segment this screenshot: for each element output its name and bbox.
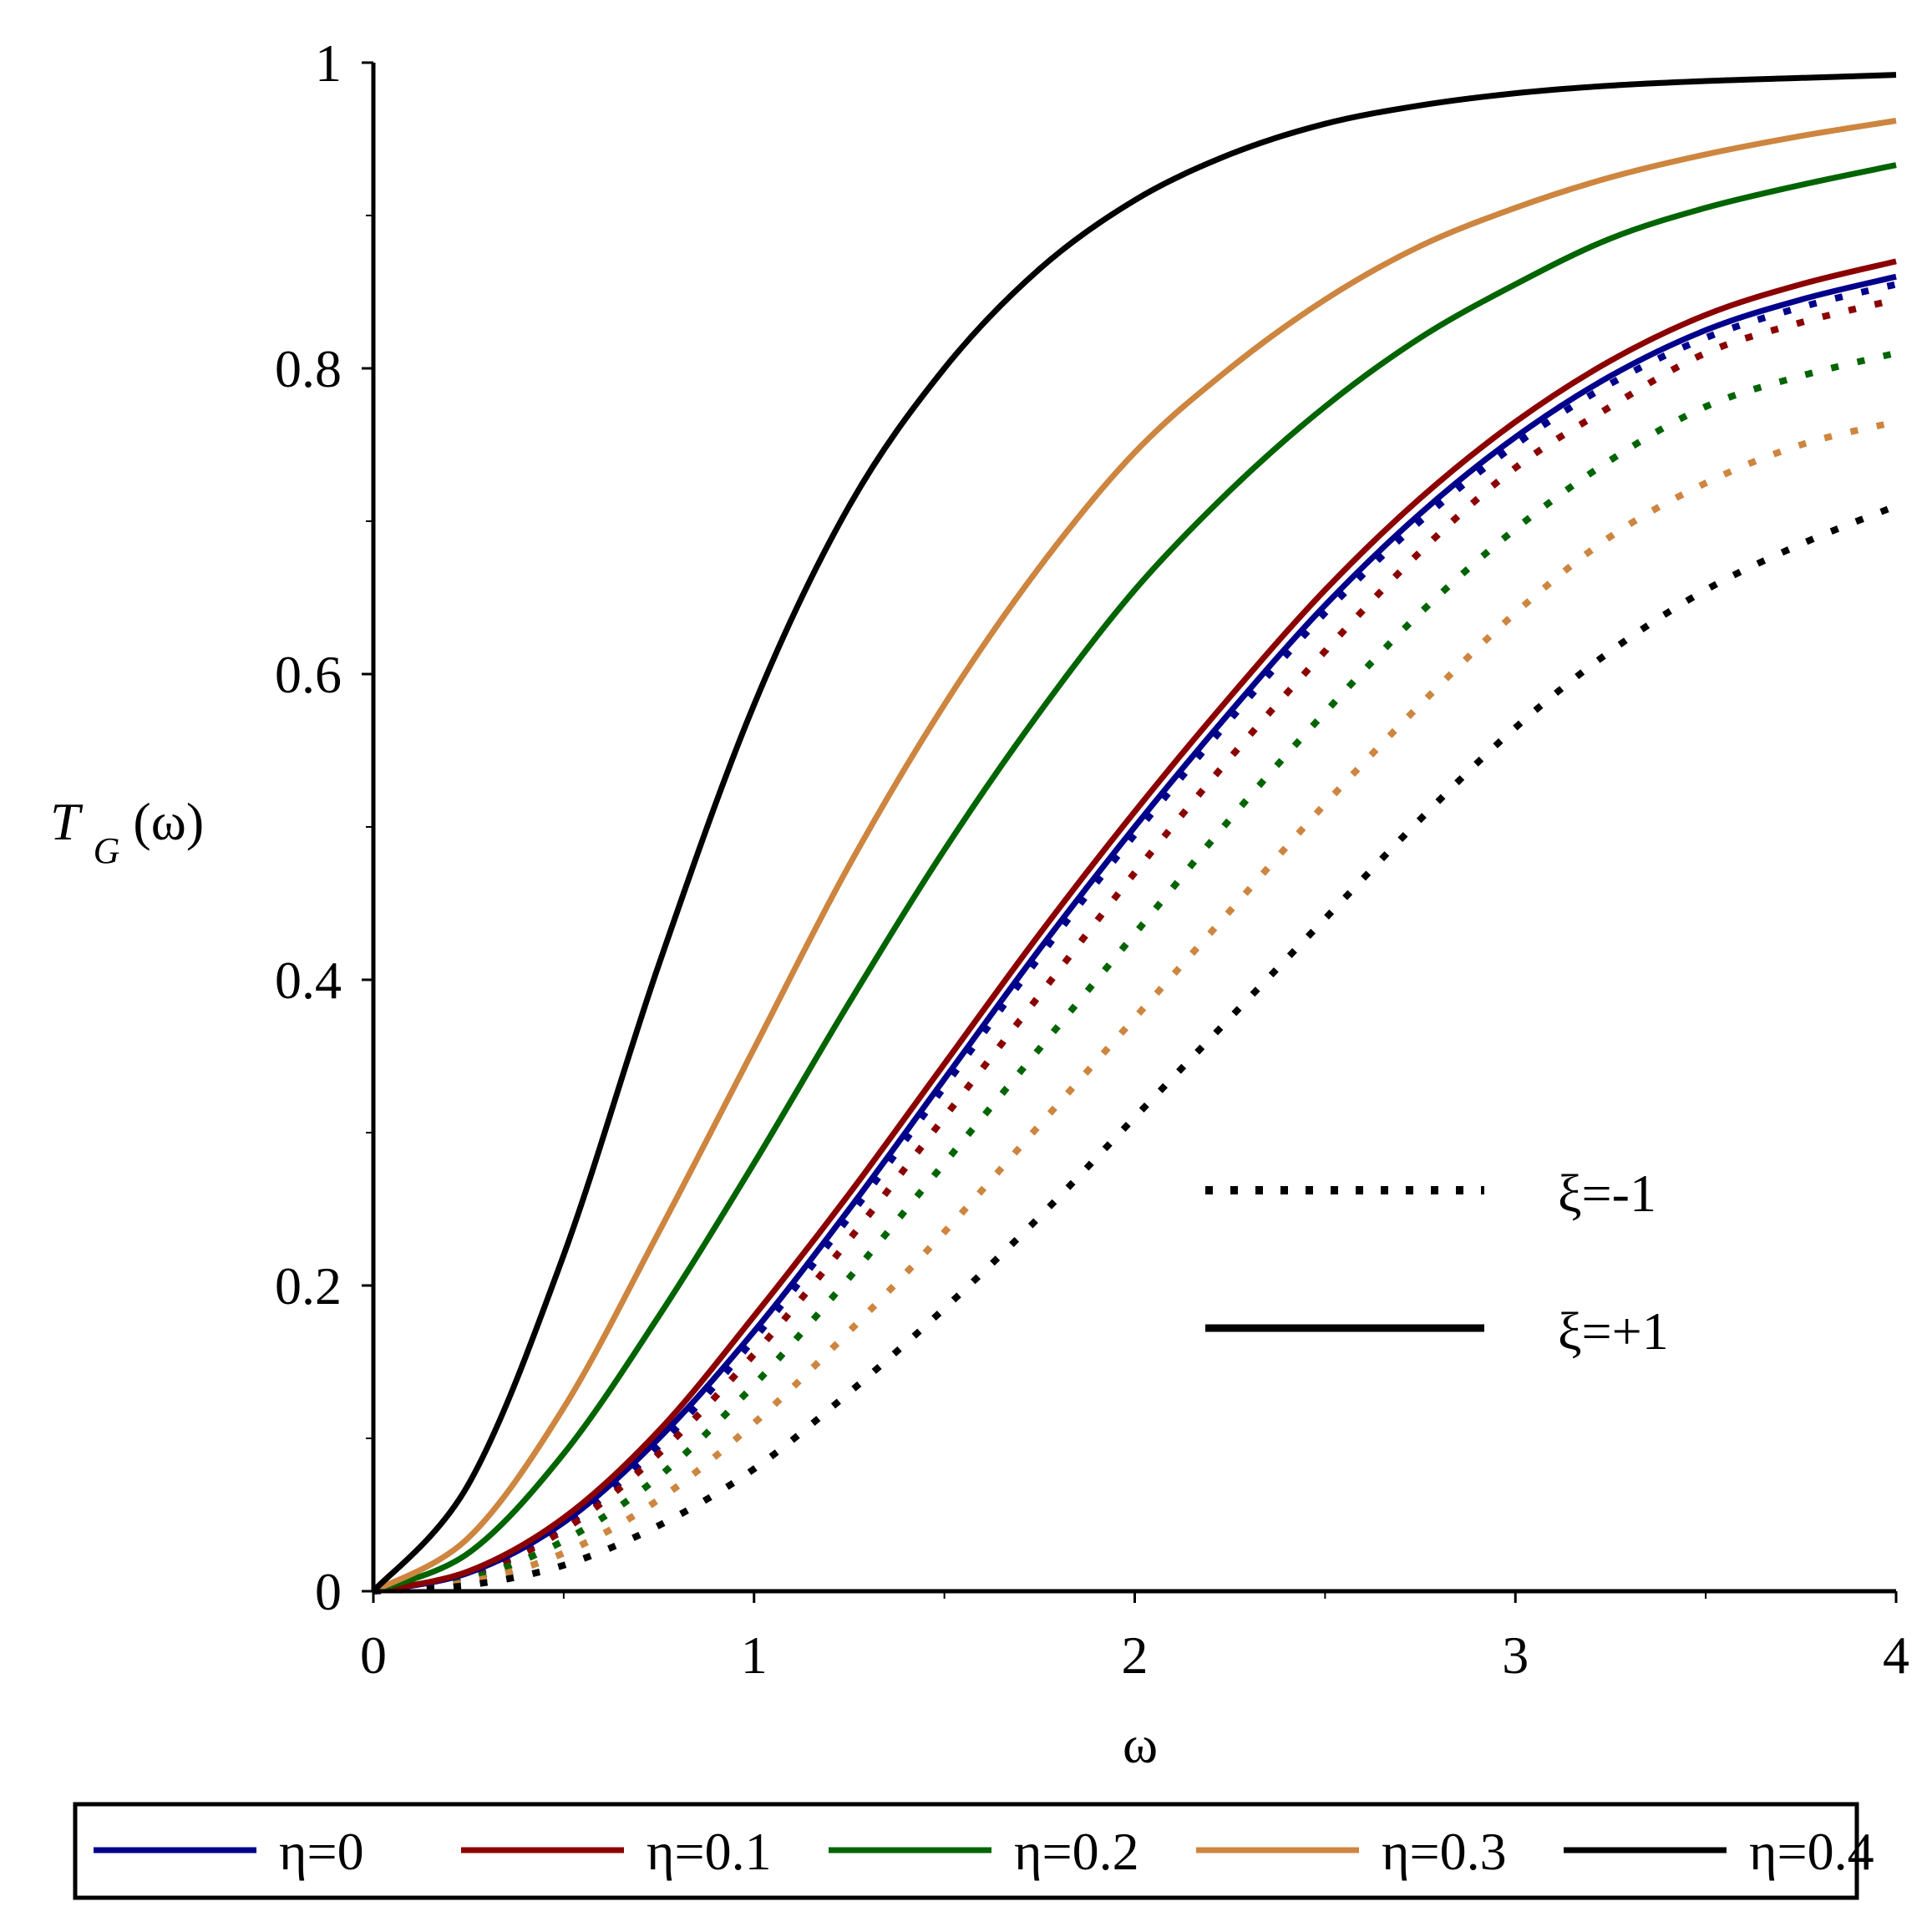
y-axis-label-arg: (ω): [133, 792, 204, 851]
series-eta-0-1-xi-plus-1: [373, 258, 1897, 1595]
x-tick-label: 1: [741, 1625, 768, 1685]
series-eta-0-4-xi-plus-1: [371, 72, 1897, 1594]
series-eta-0-2-xi-plus-1: [372, 162, 1897, 1595]
y-tick-label: 0: [315, 1562, 342, 1621]
series-layer: [371, 72, 1898, 1595]
style-legend-label: ξ=-1: [1558, 1164, 1656, 1223]
color-legend-label: η=0: [279, 1822, 364, 1881]
style-legend-label: ξ=+1: [1558, 1301, 1669, 1361]
color-legend-box: [73, 1802, 1859, 1900]
series-eta-0-3-xi-minus-1: [373, 418, 1897, 1595]
series-eta-0-xi-minus-1: [373, 281, 1897, 1595]
x-tick-label: 0: [360, 1625, 387, 1685]
color-legend-label: η=0.1: [647, 1822, 772, 1881]
color-legend-label: η=0.4: [1749, 1822, 1874, 1881]
series-eta-0-3-xi-plus-1: [372, 118, 1897, 1595]
series-eta-0-4-xi-minus-1: [373, 502, 1898, 1595]
y-axis-label: T G (ω): [50, 792, 204, 875]
y-tick-label: 0.2: [275, 1256, 342, 1316]
y-tick-label: 0.6: [275, 645, 342, 704]
x-tick-label: 4: [1883, 1625, 1909, 1685]
y-axis-label-main: T: [50, 792, 84, 851]
ticks: 0 1 2 3 4 0 0.2 0.4 0.6 0.8 1: [275, 33, 1909, 1685]
x-axis-label: ω: [1123, 1715, 1158, 1774]
series-eta-0-xi-plus-1: [373, 273, 1897, 1595]
y-axis-label-subscript: G: [94, 830, 120, 871]
y-tick-label: 0.4: [275, 951, 342, 1010]
x-tick-label: 2: [1122, 1625, 1149, 1685]
x-tick-label: 3: [1502, 1625, 1529, 1685]
y-tick-label: 1: [315, 33, 342, 93]
color-legend-label: η=0.3: [1382, 1822, 1507, 1881]
color-legend-label: η=0.2: [1014, 1822, 1139, 1881]
y-tick-label: 0.8: [275, 339, 342, 398]
color-legend: η=0 η=0.1 η=0.2 η=0.3 η=0.4: [94, 1822, 1874, 1881]
style-legend: ξ=-1 ξ=+1: [1205, 1164, 1669, 1361]
